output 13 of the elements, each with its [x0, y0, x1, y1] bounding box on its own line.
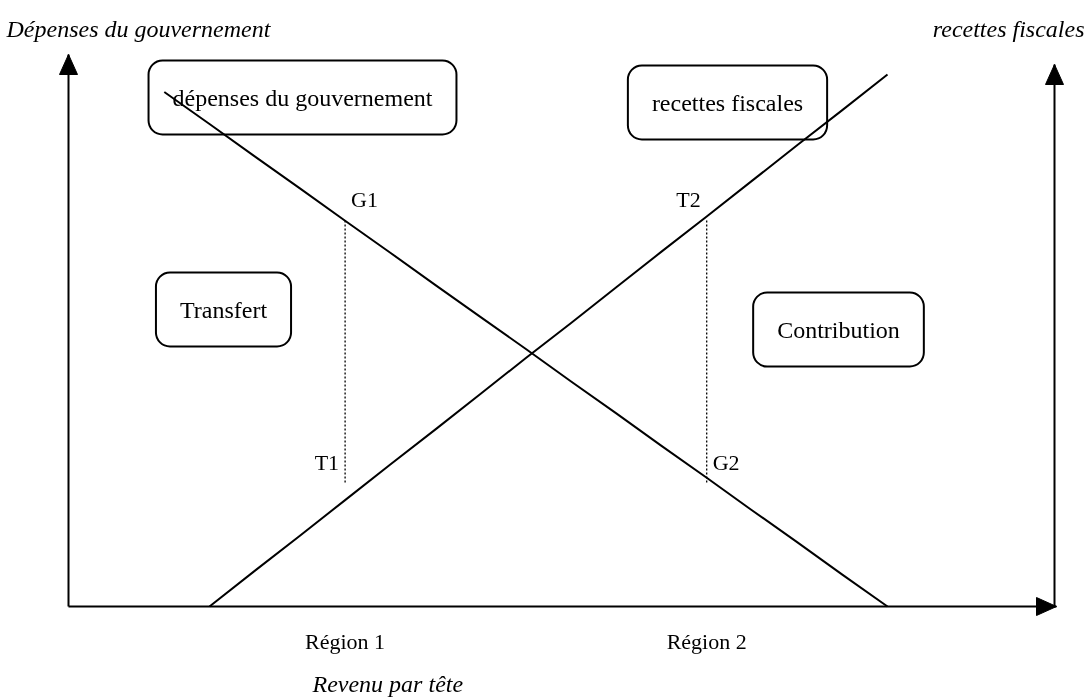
- annotation: Transfert: [179, 296, 268, 323]
- x-tick-label: Région 2: [666, 628, 747, 654]
- y2-axis-title: recettes fiscales: [932, 15, 1085, 42]
- annotation: T1: [314, 449, 340, 475]
- x-axis-title: Revenu par tête: [311, 670, 464, 697]
- series-label: dépenses du gouvernement: [172, 84, 433, 111]
- annotation: G2: [712, 449, 740, 475]
- annotation: T2: [676, 187, 701, 213]
- annotation: G1: [351, 187, 378, 213]
- annotation: Contribution: [777, 316, 900, 343]
- x-tick-label: Région 1: [305, 628, 386, 654]
- y-axis-title: Dépenses du gouvernement: [5, 15, 272, 42]
- series-label: recettes fiscales: [651, 89, 804, 116]
